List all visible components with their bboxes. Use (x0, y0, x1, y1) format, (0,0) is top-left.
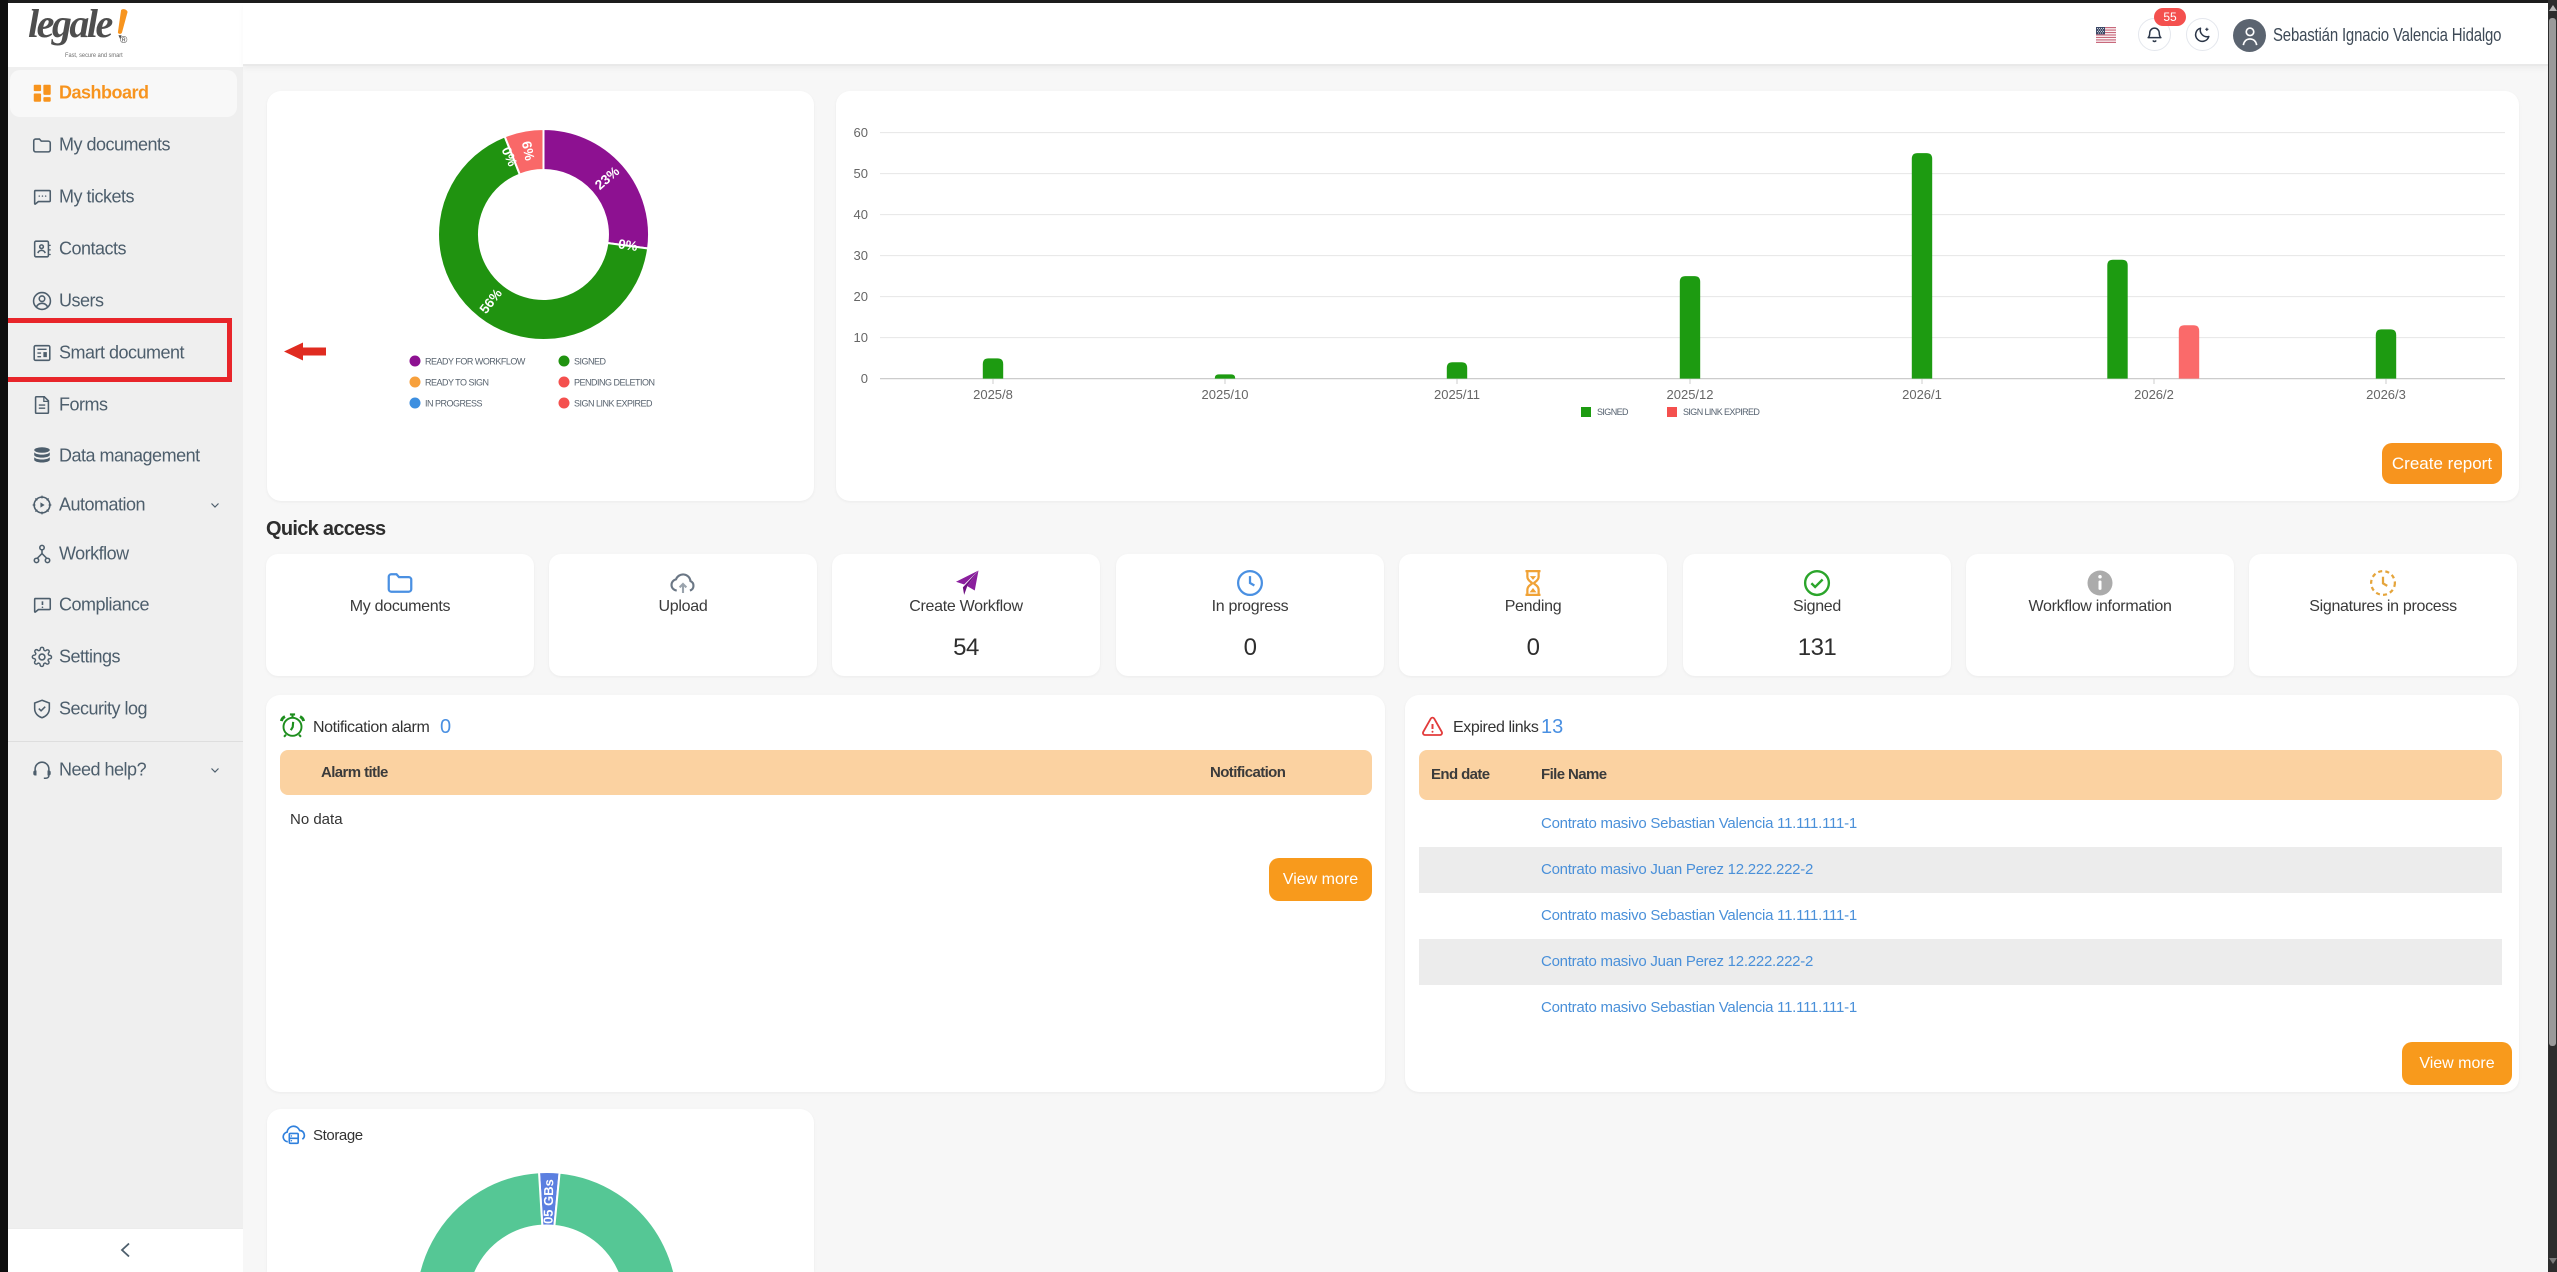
svg-text:10: 10 (854, 330, 868, 345)
svg-text:2025/11: 2025/11 (1434, 387, 1480, 402)
svg-text:READY TO SIGN: READY TO SIGN (425, 378, 489, 388)
svg-text:2026/1: 2026/1 (1902, 387, 1942, 402)
svg-text:6%: 6% (519, 140, 537, 162)
svg-text:2026/2: 2026/2 (2134, 387, 2174, 402)
svg-text:SIGNED: SIGNED (1597, 407, 1629, 417)
svg-text:2025/8: 2025/8 (973, 387, 1013, 402)
svg-text:30: 30 (854, 248, 868, 263)
svg-text:2026/3: 2026/3 (2366, 387, 2406, 402)
svg-text:60: 60 (854, 125, 868, 140)
svg-text:0: 0 (861, 371, 868, 386)
svg-text:READY FOR WORKFLOW: READY FOR WORKFLOW (425, 357, 526, 367)
svg-text:20: 20 (854, 289, 868, 304)
svg-text:PENDING DELETION: PENDING DELETION (574, 378, 655, 388)
svg-text:2025/10: 2025/10 (1202, 387, 1249, 402)
svg-text:0%: 0% (617, 236, 638, 254)
svg-text:0%: 0% (499, 145, 521, 169)
svg-text:50: 50 (854, 166, 868, 181)
svg-text:SIGN LINK EXPIRED: SIGN LINK EXPIRED (1683, 407, 1760, 417)
svg-text:SIGNED: SIGNED (574, 357, 607, 367)
svg-text:SIGN LINK EXPIRED: SIGN LINK EXPIRED (574, 399, 653, 409)
svg-text:0.05 GBs: 0.05 GBs (540, 1179, 556, 1235)
svg-text:40: 40 (854, 207, 868, 222)
svg-text:2025/12: 2025/12 (1667, 387, 1714, 402)
svg-text:IN PROGRESS: IN PROGRESS (425, 399, 483, 409)
